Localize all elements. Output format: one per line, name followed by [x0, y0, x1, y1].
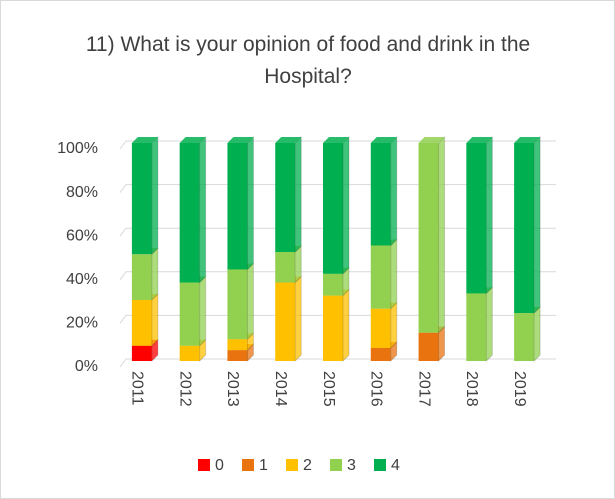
bar-side: [246, 262, 254, 341]
x-tick-label: 2019: [511, 371, 528, 407]
y-tick-label: 20%: [66, 315, 98, 332]
bar-segment: [370, 308, 391, 348]
bar-side: [199, 135, 207, 284]
bar-segment: [179, 143, 200, 283]
bar-side: [151, 135, 159, 256]
bar-side: [390, 135, 398, 247]
bar-segment: [514, 143, 535, 314]
bar-segment: [418, 143, 439, 333]
bar-segment: [131, 345, 152, 361]
legend-swatch: [198, 459, 210, 471]
bar-side: [294, 275, 302, 363]
bar-segment: [466, 143, 487, 294]
bar-segment: [227, 339, 248, 351]
legend-swatch: [374, 459, 386, 471]
bar-segment: [227, 350, 248, 361]
x-tick-label: 2017: [415, 371, 432, 407]
y-tick-label: 100%: [57, 140, 98, 157]
bar-segment: [323, 273, 343, 296]
bar-top: [227, 137, 254, 143]
chart-title: 11) What is your opinion of food and dri…: [85, 33, 531, 88]
legend-label: 1: [259, 457, 268, 474]
bar-segment: [370, 245, 391, 309]
grid-line: [119, 184, 556, 193]
legend-swatch: [330, 459, 342, 471]
bar-segment: [131, 254, 152, 300]
bar-segment: [275, 282, 296, 361]
legend-label: 2: [303, 457, 312, 474]
bar-segment: [179, 282, 200, 346]
x-tick-label: 2013: [224, 371, 241, 407]
bar-top: [275, 137, 302, 143]
y-tick-label: 40%: [66, 271, 98, 288]
y-tick-label: 0%: [75, 358, 98, 375]
bar-side: [485, 286, 493, 363]
bar-segment: [466, 293, 487, 361]
bar-side: [533, 135, 541, 315]
bar-segment: [227, 143, 248, 270]
legend-swatch: [242, 459, 254, 471]
legend-label: 4: [391, 457, 400, 474]
bar-side: [151, 292, 159, 347]
bar-side: [342, 288, 350, 363]
legend-label: 3: [347, 457, 356, 474]
bar-segment: [323, 143, 343, 274]
bar-top: [418, 137, 445, 143]
bar-side: [246, 135, 254, 271]
legend-swatch: [286, 459, 298, 471]
x-tick-label: 2016: [368, 371, 385, 407]
y-tick-label: 80%: [66, 184, 98, 201]
bar-side: [390, 301, 398, 350]
grid-line: [119, 271, 556, 281]
bar-segment: [179, 345, 200, 361]
bar-top: [323, 137, 349, 143]
bar-top: [131, 137, 158, 143]
bar-side: [151, 246, 159, 302]
bar-side: [533, 305, 541, 363]
bar-top: [466, 137, 493, 143]
bar-top: [514, 137, 541, 143]
x-tick-label: 2018: [463, 371, 480, 407]
bar-segment: [514, 313, 535, 361]
bar-side: [485, 135, 493, 295]
grid-line: [119, 140, 556, 150]
bar-segment: [131, 143, 152, 255]
bar-segment: [370, 347, 391, 361]
y-tick-label: 60%: [66, 227, 98, 244]
bar-segment: [227, 269, 248, 340]
x-tick-label: 2014: [272, 371, 289, 407]
bar-segment: [275, 252, 296, 283]
bar-side: [390, 238, 398, 310]
bar-segment: [275, 143, 296, 252]
bar-side: [199, 275, 207, 347]
bar-segment: [131, 299, 152, 346]
bar-side: [294, 135, 302, 254]
grid-line: [119, 358, 556, 368]
x-tick-label: 2012: [176, 371, 193, 407]
bar-side: [342, 135, 350, 276]
bar-side: [438, 135, 446, 334]
bar-segment: [370, 143, 391, 246]
bar-segment: [418, 332, 439, 361]
legend-label: 0: [215, 457, 224, 474]
grid-line: [119, 314, 556, 324]
bar-segment: [323, 295, 343, 361]
bar-top: [179, 137, 206, 143]
bar-top: [370, 137, 397, 143]
x-tick-label: 2015: [320, 371, 337, 407]
grid-line: [119, 227, 556, 237]
x-tick-label: 2011: [129, 371, 146, 406]
